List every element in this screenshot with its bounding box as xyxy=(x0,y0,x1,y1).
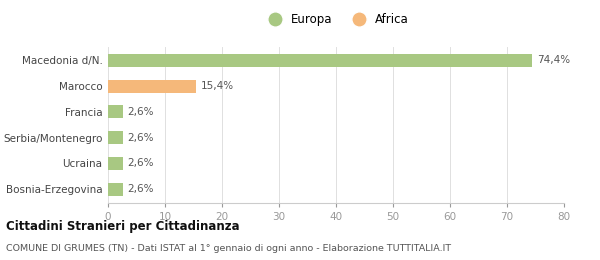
Bar xyxy=(108,183,123,196)
Bar xyxy=(108,131,123,144)
Text: 15,4%: 15,4% xyxy=(200,81,233,91)
Text: 2,6%: 2,6% xyxy=(127,159,154,168)
Text: 2,6%: 2,6% xyxy=(127,184,154,194)
Bar xyxy=(108,106,123,118)
Text: 2,6%: 2,6% xyxy=(127,133,154,143)
Text: Cittadini Stranieri per Cittadinanza: Cittadini Stranieri per Cittadinanza xyxy=(6,220,239,233)
Bar xyxy=(108,80,196,93)
Legend: Europa, Africa: Europa, Africa xyxy=(260,11,412,28)
Text: COMUNE DI GRUMES (TN) - Dati ISTAT al 1° gennaio di ogni anno - Elaborazione TUT: COMUNE DI GRUMES (TN) - Dati ISTAT al 1°… xyxy=(6,244,451,253)
Text: 74,4%: 74,4% xyxy=(536,55,570,65)
Text: 2,6%: 2,6% xyxy=(127,107,154,117)
Bar xyxy=(108,54,532,67)
Bar xyxy=(108,157,123,170)
